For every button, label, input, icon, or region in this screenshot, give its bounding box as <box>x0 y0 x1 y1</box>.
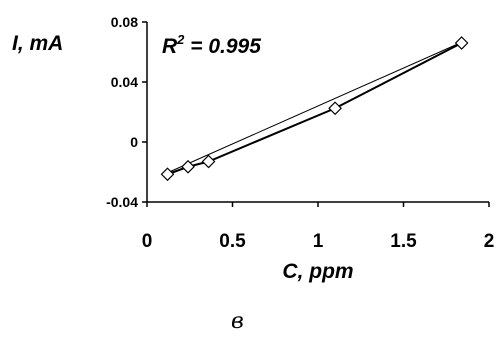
y-tick-label: 0.08 <box>111 14 138 30</box>
r-squared-base: R <box>162 35 178 58</box>
data-point-marker <box>160 167 175 182</box>
data-point-marker <box>201 154 216 169</box>
data-point-marker <box>454 36 469 50</box>
y-ticks: 0.08 0.04 0 -0.04 <box>106 14 147 210</box>
series-lines <box>167 41 463 176</box>
figure-caption: в <box>231 309 244 334</box>
y-tick-label: 0 <box>130 134 138 150</box>
x-tick-label: 1 <box>313 231 324 252</box>
r-squared-value: = 0.995 <box>184 35 261 58</box>
data-point-marker <box>181 159 195 174</box>
x-tick-label: 2 <box>484 231 495 252</box>
data-markers <box>160 36 469 182</box>
x-tick-label: 0.5 <box>219 231 246 252</box>
r-squared-superscript: 2 <box>176 32 185 47</box>
r-squared-annotation: R2 = 0.995 <box>162 32 261 58</box>
x-axis-label: C, ppm <box>282 260 353 283</box>
x-tick-label: 1.5 <box>390 231 417 252</box>
y-tick-label: -0.04 <box>106 194 138 210</box>
x-tick-label: 0 <box>142 231 153 252</box>
trend-line <box>167 41 462 174</box>
y-axis-label: I, mA <box>12 32 63 55</box>
x-ticks: 0 0.5 1 1.5 2 <box>142 202 495 252</box>
data-point-marker <box>328 101 342 116</box>
series-line <box>167 42 463 176</box>
y-tick-label: 0.04 <box>111 74 138 90</box>
